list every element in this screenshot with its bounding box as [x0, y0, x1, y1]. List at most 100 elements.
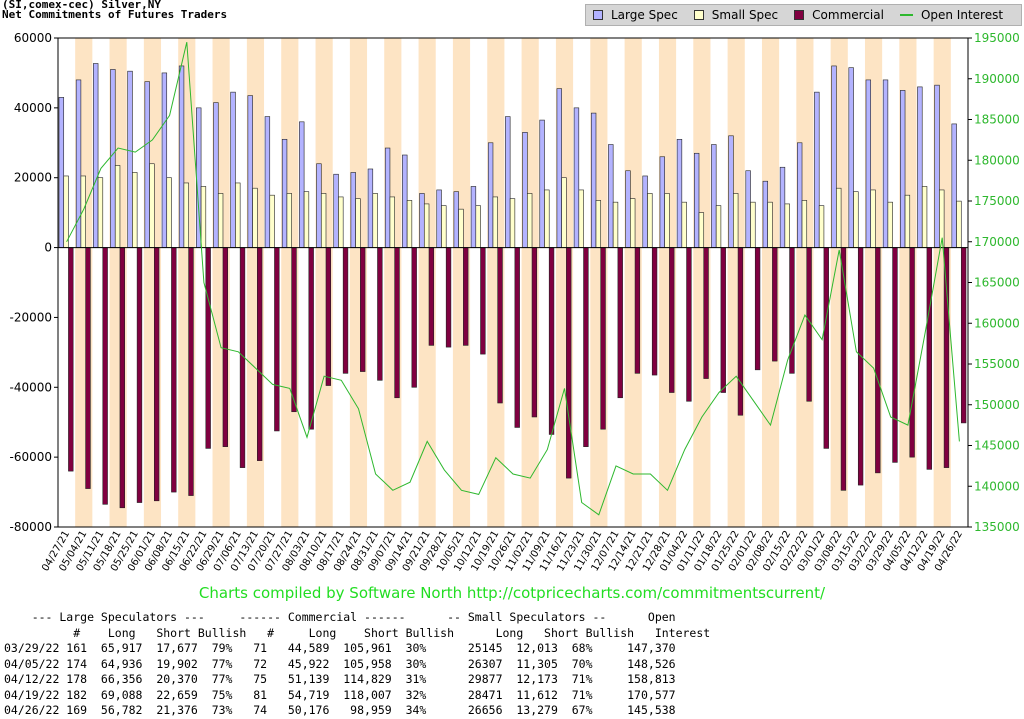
bar-commercial [308, 247, 314, 430]
bar-large-spec [934, 84, 940, 248]
bar-commercial [136, 247, 143, 503]
bar-small-spec [235, 182, 241, 248]
bar-large-spec [797, 142, 803, 248]
legend-swatch-small-spec [693, 10, 704, 20]
bar-large-spec [487, 142, 494, 248]
background-band [452, 38, 471, 527]
bar-commercial [583, 247, 589, 447]
bar-commercial [531, 247, 538, 418]
bar-commercial [703, 247, 709, 379]
bar-small-spec [836, 187, 842, 248]
bar-small-spec [956, 200, 962, 248]
right-tick-label: 140000 [974, 479, 1020, 493]
bar-small-spec [441, 205, 447, 248]
left-tick-label: 20000 [14, 171, 52, 185]
right-tick-label: 135000 [974, 520, 1020, 534]
bar-small-spec [97, 177, 104, 248]
left-axis-ticks: 60000 40000 20000 0 -20000 -40000 -60000 -80000 [9, 31, 58, 534]
bar-commercial [806, 247, 812, 402]
right-tick-label: 175000 [974, 194, 1020, 208]
bar-commercial [445, 247, 452, 348]
bar-large-spec [659, 156, 665, 248]
bar-small-spec [183, 182, 189, 248]
bar-commercial [274, 247, 280, 432]
bar-small-spec [887, 201, 893, 248]
left-tick-label: -80000 [9, 520, 52, 534]
bar-small-spec [750, 201, 756, 248]
bar-small-spec [406, 200, 413, 248]
bar-large-spec [230, 91, 236, 248]
right-tick-label: 155000 [974, 357, 1020, 371]
bar-small-spec [492, 196, 498, 248]
bar-commercial [411, 247, 417, 388]
background-band [761, 38, 780, 527]
bar-commercial [394, 247, 400, 399]
bar-commercial [720, 247, 726, 393]
bar-small-spec [286, 193, 292, 248]
bar-commercial [892, 247, 898, 463]
bar-commercial [171, 247, 177, 493]
bar-commercial [617, 247, 623, 399]
bar-large-spec [779, 166, 786, 248]
bar-large-spec [316, 163, 322, 248]
bar-small-spec [715, 205, 722, 248]
background-band [315, 38, 333, 527]
legend: Large Spec Small Spec Commercial Open In… [585, 4, 1022, 26]
bar-commercial [257, 247, 263, 461]
right-tick-label: 170000 [974, 235, 1020, 249]
right-tick-label: 195000 [974, 31, 1020, 45]
bar-small-spec [527, 193, 533, 248]
table-row: 04/12/22 178 66,356 20,370 77% 75 51,139… [4, 672, 676, 686]
bar-large-spec [642, 175, 648, 248]
bar-large-spec [590, 112, 597, 248]
bar-large-spec [93, 63, 99, 248]
right-tick-label: 145000 [974, 439, 1020, 453]
bar-large-spec [213, 102, 219, 248]
bar-large-spec [762, 180, 768, 248]
bar-small-spec [921, 186, 928, 248]
legend-swatch-commercial [794, 10, 805, 20]
title-line-1: (SI,comex-cec) Silver,NY [2, 0, 161, 11]
bar-small-spec [114, 165, 121, 248]
left-tick-label: 60000 [14, 31, 52, 45]
bar-small-spec [801, 200, 808, 248]
bar-large-spec [539, 119, 545, 248]
bar-large-spec [848, 67, 854, 248]
bar-small-spec [149, 163, 155, 248]
bar-small-spec [423, 203, 430, 248]
bar-commercial [634, 247, 641, 374]
bar-commercial [85, 247, 91, 489]
bar-small-spec [509, 198, 516, 248]
bar-large-spec [831, 65, 837, 248]
bar-commercial [428, 247, 435, 346]
background-band [349, 38, 368, 527]
legend-label-commercial: Commercial [812, 8, 884, 22]
bar-large-spec [144, 81, 150, 248]
bar-small-spec [63, 175, 69, 248]
left-tick-label: 0 [44, 241, 52, 255]
right-tick-label: 160000 [974, 316, 1020, 330]
bar-small-spec [372, 193, 378, 248]
legend-swatch-large-spec [593, 10, 603, 20]
bar-commercial [857, 247, 864, 486]
bar-large-spec [505, 116, 511, 248]
bar-small-spec [132, 172, 138, 248]
bar-small-spec [355, 198, 361, 248]
bar-small-spec [767, 201, 773, 248]
bar-small-spec [320, 193, 327, 248]
bar-commercial [342, 247, 349, 374]
bar-commercial [514, 247, 520, 428]
bar-commercial [205, 247, 211, 449]
cot-chart: 60000 40000 20000 0 -20000 -40000 -60000 -80000… [9, 31, 1020, 573]
bar-commercial [566, 247, 572, 479]
legend-label-large-spec: Large Spec [611, 8, 678, 22]
bar-small-spec [200, 186, 207, 248]
bar-commercial [686, 247, 692, 402]
bar-large-spec [453, 191, 459, 248]
bar-commercial [153, 247, 160, 502]
table-header-1: --- Large Speculators --- ------ Commerc… [4, 610, 676, 624]
bar-large-spec [436, 189, 442, 248]
x-axis-ticks: 04/27/2105/04/2105/11/2105/18/2105/25/21… [40, 529, 965, 573]
bar-commercial [480, 247, 486, 355]
bar-small-spec [612, 201, 619, 248]
